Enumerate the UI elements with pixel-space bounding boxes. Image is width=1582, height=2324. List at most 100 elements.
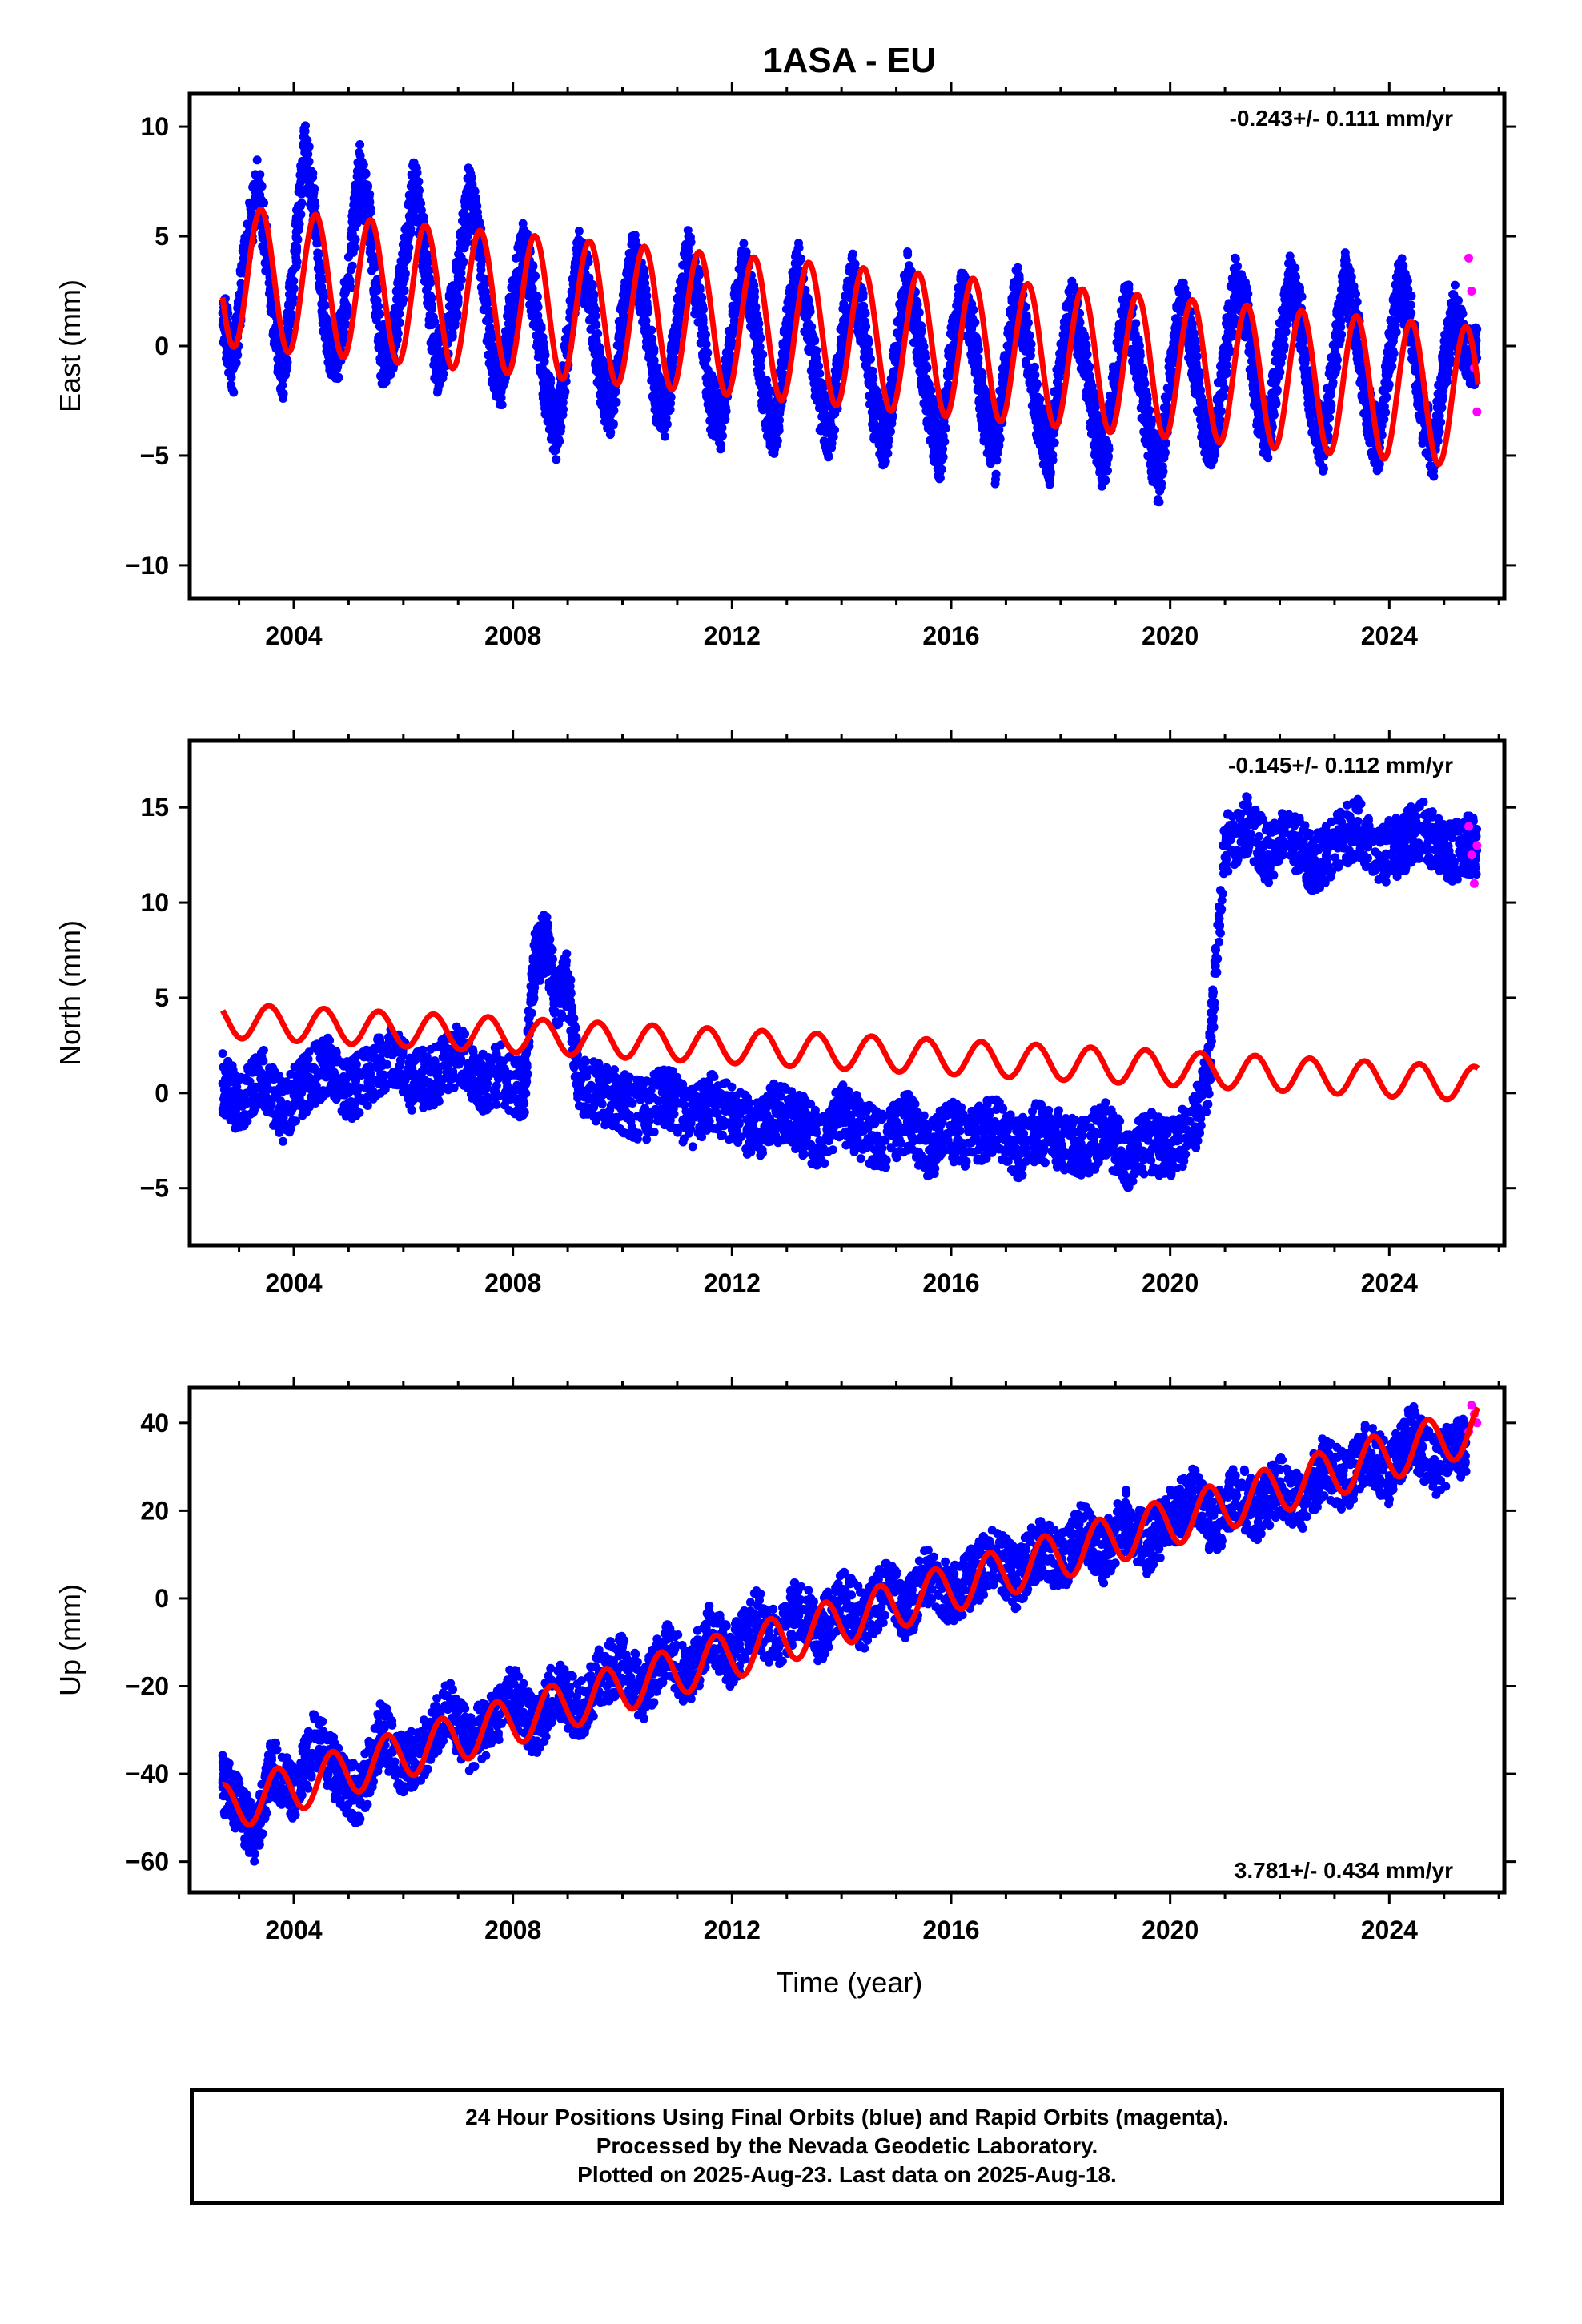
- east-final-orbit-point: [369, 288, 379, 297]
- east-final-orbit-point: [455, 270, 464, 279]
- east-final-orbit-point: [555, 436, 564, 446]
- east-final-orbit-point: [463, 232, 472, 242]
- east-final-orbit-point: [1026, 351, 1035, 360]
- east-final-orbit-point: [532, 313, 541, 323]
- east-final-orbit-point: [914, 308, 924, 317]
- east-final-orbit-point: [651, 400, 661, 410]
- east-final-orbit-point: [1078, 330, 1088, 340]
- east-final-orbit-point: [700, 351, 709, 360]
- east-final-orbit-point: [662, 420, 672, 429]
- east-final-orbit-point: [833, 368, 842, 378]
- east-final-orbit-point: [278, 356, 287, 365]
- east-final-orbit-point: [315, 273, 324, 283]
- east-final-orbit-point: [559, 384, 568, 393]
- east-final-orbit-point: [1014, 272, 1024, 282]
- east-final-orbit-point: [1024, 333, 1034, 343]
- east-final-orbit-point: [755, 357, 765, 367]
- east-final-orbit-point: [500, 376, 509, 386]
- east-final-orbit-point: [586, 314, 595, 324]
- east-final-orbit-point: [928, 420, 938, 429]
- east-final-orbit-point: [351, 183, 360, 192]
- east-final-orbit-point: [608, 419, 618, 428]
- east-final-orbit-point: [309, 187, 319, 197]
- east-final-orbit-point: [404, 235, 413, 244]
- east-final-orbit-point: [1006, 308, 1015, 318]
- east-final-orbit-point: [873, 428, 882, 438]
- east-final-orbit-point: [334, 372, 343, 382]
- east-final-orbit-point: [618, 309, 628, 319]
- east-final-orbit-point: [293, 235, 303, 244]
- east-final-orbit-point: [556, 422, 566, 432]
- east-final-orbit-point: [695, 270, 704, 279]
- east-final-orbit-point: [300, 148, 310, 158]
- east-final-orbit-point: [359, 197, 369, 207]
- east-final-orbit-point: [410, 183, 420, 192]
- east-final-orbit-point: [291, 262, 301, 271]
- east-final-orbit-point: [729, 289, 739, 299]
- east-final-orbit-point: [400, 256, 410, 266]
- east-final-orbit-point: [938, 432, 948, 441]
- east-final-orbit-point: [279, 394, 288, 403]
- east-final-orbit-point: [308, 195, 318, 205]
- east-final-orbit-point: [465, 166, 474, 175]
- east-final-orbit-point: [827, 439, 837, 448]
- east-final-orbit-point: [255, 170, 265, 179]
- east-final-orbit-point: [345, 275, 355, 285]
- east-final-orbit-point: [410, 206, 420, 215]
- east-final-orbit-point: [762, 394, 772, 403]
- east-final-orbit-point: [363, 180, 372, 190]
- east-final-orbit-point: [346, 232, 355, 242]
- east-final-orbit-point: [289, 276, 299, 286]
- east-final-orbit-point: [1082, 364, 1091, 373]
- east-final-orbit-point: [1013, 263, 1022, 272]
- east-final-orbit-point: [575, 235, 584, 245]
- east-final-orbit-point: [435, 346, 444, 356]
- east-final-orbit-point: [717, 423, 727, 432]
- east-final-orbit-point: [1045, 476, 1054, 486]
- east-final-orbit-point: [775, 408, 785, 418]
- east-final-orbit-point: [361, 169, 371, 179]
- east-final-orbit-point: [554, 396, 564, 406]
- east-final-orbit-point: [574, 227, 584, 236]
- east-final-orbit-point: [393, 328, 403, 338]
- east-final-orbit-point: [343, 310, 353, 320]
- east-final-orbit-point: [400, 286, 409, 296]
- east-final-orbit-point: [227, 380, 235, 390]
- east-final-orbit-point: [317, 300, 327, 308]
- east-final-orbit-point: [620, 278, 630, 287]
- east-final-orbit-point: [488, 344, 496, 353]
- east-final-orbit-point: [404, 223, 414, 233]
- east-final-orbit-point: [289, 283, 299, 293]
- east-final-orbit-point: [471, 195, 480, 205]
- east-final-orbit-point: [1050, 438, 1059, 448]
- east-final-orbit-point: [665, 405, 675, 414]
- east-final-orbit-point: [701, 330, 710, 340]
- east-final-orbit-point: [319, 292, 328, 302]
- east-final-orbit-point: [1004, 328, 1014, 338]
- east-final-orbit-point: [346, 248, 355, 258]
- east-final-orbit-point: [1067, 282, 1077, 291]
- east-final-orbit-point: [258, 242, 267, 251]
- east-final-orbit-point: [903, 250, 913, 259]
- east-final-orbit-point: [313, 248, 323, 258]
- east-final-orbit-point: [260, 259, 270, 267]
- chart-title: 1ASA - EU: [763, 41, 936, 80]
- east-final-orbit-point: [508, 296, 518, 305]
- east-final-orbit-point: [749, 289, 759, 299]
- east-final-orbit-point: [355, 159, 365, 169]
- east-final-orbit-point: [837, 326, 847, 336]
- east-final-orbit-point: [894, 315, 904, 324]
- east-final-orbit-point: [969, 305, 978, 315]
- east-final-orbit-point: [339, 289, 349, 299]
- east-final-orbit-point: [1101, 476, 1110, 485]
- east-final-orbit-point: [327, 368, 336, 378]
- east-final-orbit-point: [859, 301, 869, 311]
- east-final-orbit-point: [552, 455, 561, 464]
- east-final-orbit-point: [543, 371, 552, 380]
- east-final-orbit-point: [1034, 432, 1044, 442]
- east-final-orbit-point: [301, 155, 311, 164]
- east-final-orbit-point: [739, 239, 749, 248]
- east-final-orbit-point: [958, 268, 968, 278]
- east-final-orbit-point: [424, 257, 433, 267]
